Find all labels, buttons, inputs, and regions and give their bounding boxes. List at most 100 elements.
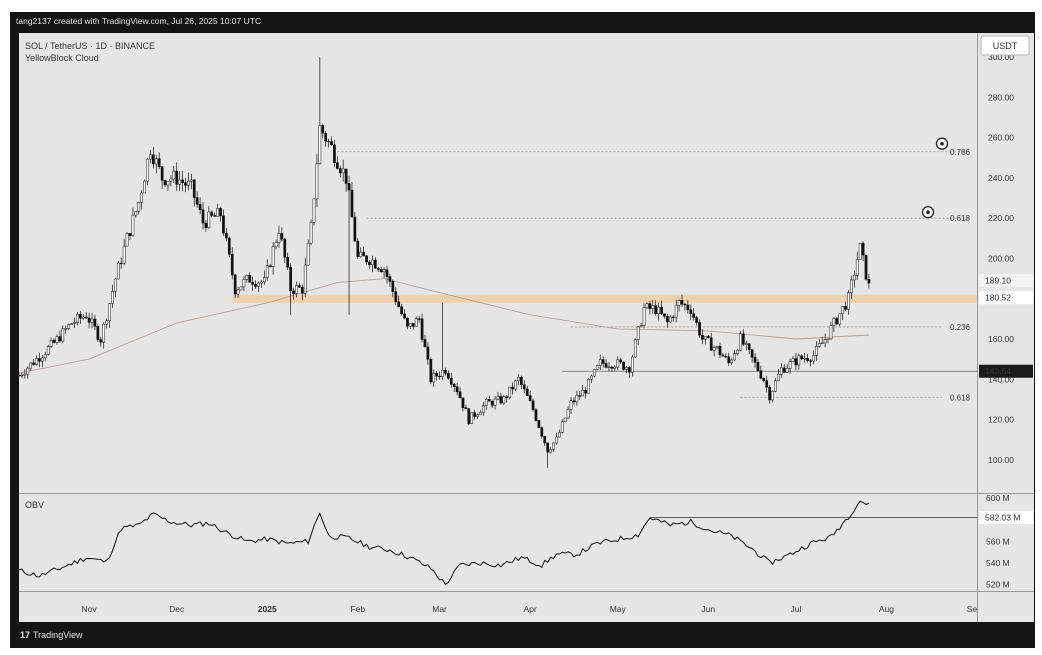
candle-body — [607, 366, 611, 369]
candle-body — [549, 449, 552, 453]
candle-body — [64, 328, 68, 330]
candle-body — [268, 265, 272, 267]
candle-body — [838, 313, 842, 325]
candle-body — [125, 233, 129, 247]
candle-body — [137, 202, 141, 212]
candle-body — [479, 412, 482, 416]
candle-body — [677, 300, 681, 306]
brand-name: TradingView — [33, 630, 83, 640]
candle-body — [414, 318, 418, 327]
candle-body — [850, 279, 853, 293]
candle-body — [692, 313, 696, 318]
time-axis-tick: Se — [967, 604, 978, 614]
candle-body — [315, 163, 319, 200]
candle-body — [695, 317, 698, 323]
price-axis-bg — [978, 33, 1034, 493]
candle-body — [666, 316, 669, 323]
candle-body — [514, 380, 517, 390]
candle-body — [157, 158, 161, 167]
candle-body — [187, 180, 190, 186]
candle-body — [520, 377, 523, 385]
candle-body — [657, 306, 660, 315]
candle-body — [219, 208, 222, 217]
candle-body — [55, 336, 59, 343]
candle-body — [379, 269, 383, 273]
candle-body — [49, 340, 53, 347]
candle-body — [452, 383, 456, 387]
candle-body — [248, 275, 252, 283]
candle-body — [668, 316, 672, 323]
candle-body — [578, 395, 582, 397]
candle-body — [861, 243, 865, 256]
candle-body — [391, 281, 395, 292]
obv-axis-tick: 600 M — [986, 493, 1010, 503]
candle-body — [809, 360, 812, 362]
candle-body — [213, 215, 217, 217]
candle-body — [353, 216, 357, 242]
resistance-price-tag — [979, 291, 1033, 305]
candle-body — [736, 350, 739, 354]
candle-body — [852, 275, 856, 281]
candle-body — [303, 264, 307, 294]
time-axis-tick: Jun — [701, 604, 715, 614]
price-axis-tick: 200.00 — [988, 253, 1014, 263]
candle-body — [490, 401, 494, 406]
price-axis-tick: 160.00 — [988, 334, 1014, 344]
candle-body — [175, 170, 179, 185]
candle-body — [394, 291, 398, 303]
candle-body — [172, 170, 176, 180]
candle-body — [458, 391, 462, 399]
candle-body — [356, 240, 360, 257]
candle-body — [756, 362, 760, 371]
candle-body — [829, 325, 833, 340]
fib-level-label: 0.618 — [950, 214, 971, 223]
candle-body — [265, 265, 269, 278]
candle-body — [557, 432, 561, 438]
candle-body — [146, 158, 149, 182]
candle-body — [744, 343, 748, 345]
obv-last-tag — [979, 511, 1033, 525]
candle-body — [411, 323, 415, 327]
candle-body — [660, 306, 663, 314]
candle-body — [181, 179, 184, 183]
candle-body — [508, 386, 512, 398]
price-pane-bg — [19, 33, 977, 493]
candle-body — [271, 246, 275, 267]
resistance-zone — [232, 294, 978, 303]
candle-body — [560, 421, 564, 433]
target-marker-dot — [926, 210, 930, 214]
price-axis-tick: 220.00 — [988, 213, 1014, 223]
candle-body — [143, 180, 146, 194]
candle-body — [81, 316, 85, 319]
candle-body — [90, 318, 94, 323]
candle-body — [385, 269, 389, 277]
candle-body — [388, 276, 392, 282]
candle-body — [625, 367, 628, 370]
candle-body — [429, 359, 433, 383]
candle-body — [201, 209, 205, 224]
price-axis-tick: 260.00 — [988, 133, 1014, 143]
chart-canvas[interactable]: 0.786 0.618 0.236 0.618 300.00 280.00 260.00 2… — [10, 12, 1035, 648]
candle-body — [616, 359, 620, 368]
candle-body — [134, 210, 138, 216]
candle-body — [832, 318, 836, 327]
candle-body — [347, 183, 351, 191]
candle-body — [84, 316, 88, 319]
candle-body — [166, 180, 170, 186]
candle-body — [484, 399, 488, 406]
snapshot-credit: tang2137 created with TradingView.com, J… — [16, 16, 262, 26]
time-axis-tick: May — [610, 604, 627, 614]
candle-body — [812, 355, 815, 362]
candle-body — [154, 158, 158, 165]
candle-body — [785, 368, 789, 373]
candle-body — [17, 374, 21, 377]
candle-body — [645, 303, 649, 309]
candle-body — [289, 267, 292, 292]
candle-body — [359, 251, 363, 257]
candle-body — [38, 358, 41, 362]
candle-body — [449, 378, 453, 385]
obv-axis-tick: 540 M — [986, 558, 1010, 568]
candle-body — [505, 396, 509, 398]
currency-button[interactable] — [980, 35, 1030, 56]
candle-body — [721, 354, 725, 357]
